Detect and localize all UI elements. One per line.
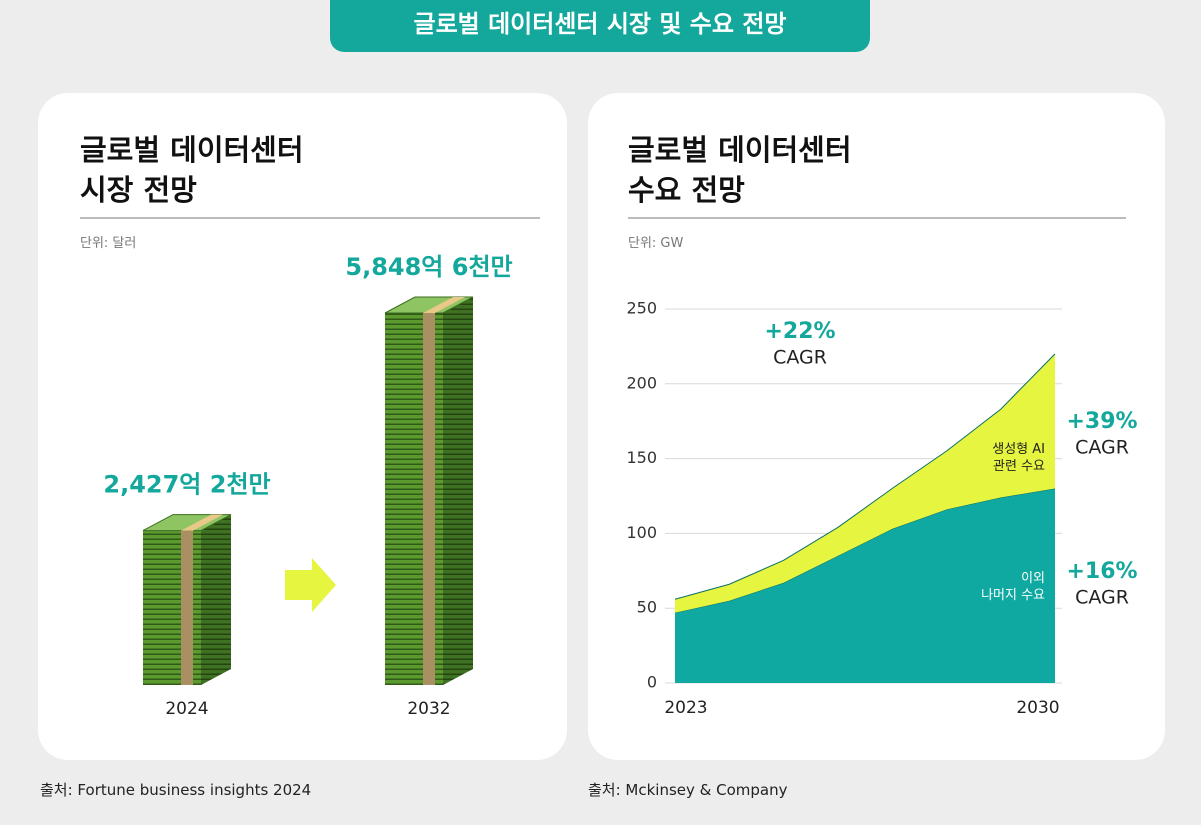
arrow xyxy=(285,558,336,612)
area-edge xyxy=(674,353,1056,600)
divider xyxy=(80,217,540,219)
cagr-label: CAGR xyxy=(1075,437,1129,459)
value-label: 2,427억 2천만 xyxy=(103,471,270,499)
strap xyxy=(181,530,193,685)
unit-label: 단위: 달러 xyxy=(80,236,137,251)
unit-label: 단위: GW xyxy=(628,236,684,251)
x-tick-label: 2032 xyxy=(407,699,450,719)
money-stack xyxy=(142,514,232,685)
source: 출처: Mckinsey & Company xyxy=(588,781,788,799)
cagr-value: +22% xyxy=(764,319,835,344)
area xyxy=(675,488,1055,683)
series-label: 생성형 AI 관련 수요 xyxy=(992,442,1045,474)
panel-title: 글로벌 데이터센터 시장 전망 xyxy=(80,133,304,207)
strap-top xyxy=(181,514,223,531)
series-label: 이외 나머지 수요 xyxy=(981,571,1045,603)
area xyxy=(675,353,1055,613)
banner-title: 글로벌 데이터센터 시장 및 수요 전망 xyxy=(330,0,870,52)
stack-side xyxy=(201,514,231,685)
money-stack xyxy=(384,296,474,685)
y-tick-label: 150 xyxy=(626,448,657,467)
source: 출처: Fortune business insights 2024 xyxy=(40,781,312,799)
x-tick-label: 2030 xyxy=(1016,698,1059,718)
divider xyxy=(628,217,1126,219)
y-tick-label: 100 xyxy=(626,523,657,542)
panel-title: 글로벌 데이터센터 수요 전망 xyxy=(628,133,852,207)
card xyxy=(38,93,567,760)
y-tick-label: 50 xyxy=(637,598,657,617)
value-label: 5,848억 6천만 xyxy=(345,253,512,281)
cagr-value: +16% xyxy=(1066,559,1137,584)
cagr-label: CAGR xyxy=(773,347,827,369)
cagr-value: +39% xyxy=(1066,409,1137,434)
y-tick-label: 250 xyxy=(626,299,657,318)
x-tick-label: 2023 xyxy=(664,698,707,718)
cagr-label: CAGR xyxy=(1075,587,1129,609)
x-tick-label: 2024 xyxy=(165,699,208,719)
y-tick-label: 200 xyxy=(626,373,657,392)
stack-side xyxy=(443,297,473,685)
strap-top xyxy=(423,297,465,313)
strap xyxy=(423,313,435,685)
y-tick-label: 0 xyxy=(647,673,657,692)
